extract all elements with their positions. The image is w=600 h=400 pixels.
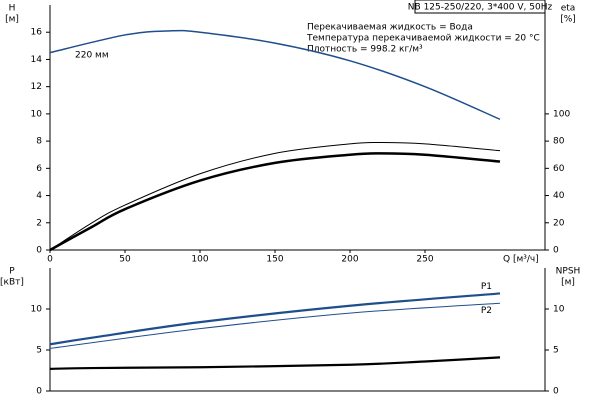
y2-axis-label: NPSH xyxy=(556,267,581,277)
y2-tick-label: 0 xyxy=(553,246,559,256)
annotation: Перекачиваемая жидкость = Вода xyxy=(307,23,473,33)
y2-tick-label: 5 xyxy=(553,346,559,356)
y-tick-label: 6 xyxy=(36,164,42,174)
series-line xyxy=(49,356,501,370)
y-tick-label: 5 xyxy=(36,346,42,356)
y-tick-label: 14 xyxy=(31,55,43,65)
series-label: P2 xyxy=(481,306,492,316)
y-tick-label: 0 xyxy=(36,387,42,397)
series-line xyxy=(49,152,501,252)
y2-tick-label: 40 xyxy=(553,191,565,201)
x-tick-label: 200 xyxy=(341,255,358,265)
y2-tick-label: 80 xyxy=(553,137,565,147)
series-line xyxy=(49,292,501,346)
y2-axis-label: [%] xyxy=(560,15,576,25)
y2-axis-label: eta xyxy=(561,4,576,14)
y2-tick-label: 10 xyxy=(553,305,565,315)
x-tick-label: 0 xyxy=(47,255,53,265)
y-tick-label: 0 xyxy=(36,246,42,256)
series-label: P1 xyxy=(481,282,492,292)
annotation: Плотность = 998.2 кг/м³ xyxy=(307,45,423,55)
x-tick-label: 150 xyxy=(266,255,283,265)
y-tick-label: 4 xyxy=(36,191,42,201)
y2-tick-label: 20 xyxy=(553,218,565,228)
x-tick-label: 50 xyxy=(119,255,131,265)
y-tick-label: 10 xyxy=(31,305,43,315)
y2-axis-label: [м] xyxy=(561,278,575,288)
y-tick-label: 8 xyxy=(36,137,42,147)
annotation: Температура перекачиваемой жидкости = 20… xyxy=(306,34,540,44)
x-tick-label: 100 xyxy=(191,255,208,265)
x-tick-label: 250 xyxy=(416,255,433,265)
series-line xyxy=(49,141,501,251)
y-tick-label: 2 xyxy=(36,218,42,228)
y2-tick-label: 0 xyxy=(553,387,559,397)
y-axis-label: P xyxy=(9,267,15,277)
y-axis-label: H xyxy=(9,4,16,14)
y-axis-label: [м] xyxy=(5,15,19,25)
y-tick-label: 12 xyxy=(31,82,42,92)
series-line xyxy=(49,302,501,349)
y-axis-label: [кВт] xyxy=(0,278,24,288)
curve-label: 220 мм xyxy=(75,51,109,61)
y2-tick-label: 60 xyxy=(553,164,565,174)
y-tick-label: 10 xyxy=(31,109,43,119)
chart-title: NB 125-250/220, 3*400 V, 50Hz xyxy=(408,3,553,13)
y-tick-label: 16 xyxy=(31,28,43,38)
x-axis-label: Q [м³/ч] xyxy=(503,255,539,265)
series-line xyxy=(49,29,501,121)
y2-tick-label: 100 xyxy=(553,109,570,119)
